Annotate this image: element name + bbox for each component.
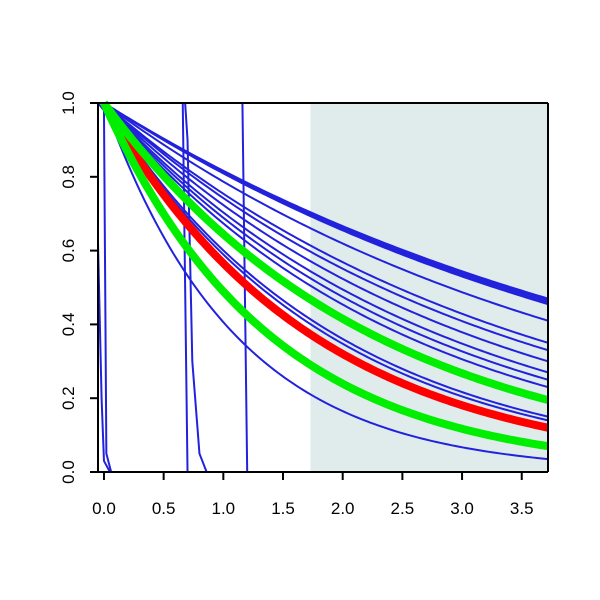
- y-tick-label: 1.0: [59, 91, 78, 115]
- series-line-blue-4: [103, 102, 549, 322]
- y-tick-label: 0.2: [59, 386, 78, 410]
- series-line-blue-14: [103, 102, 549, 461]
- x-tick-label: 2.0: [331, 499, 355, 518]
- series-line-red-20: [100, 101, 549, 432]
- series-line-blue-8: [103, 102, 549, 374]
- series-line-blue-5: [103, 102, 549, 344]
- y-tick-label: 0.8: [59, 165, 78, 189]
- x-tick-label: 3.0: [450, 499, 474, 518]
- series-line-blue-10: [103, 102, 549, 389]
- x-tick-label: 0.5: [152, 499, 176, 518]
- y-tick-label: 0.6: [59, 239, 78, 263]
- series-line-blue-7: [103, 102, 549, 363]
- series-line-blue-12: [103, 102, 549, 418]
- series-line-green-22: [100, 101, 549, 451]
- x-tick-label: 0.0: [92, 499, 116, 518]
- series-line-blue-13: [103, 102, 549, 422]
- series-line-green-21: [100, 100, 550, 404]
- series-line-blue-3: [103, 102, 549, 306]
- x-tick-label: 1.5: [271, 499, 295, 518]
- x-tick-label: 2.5: [391, 499, 415, 518]
- y-tick-label: 0.4: [59, 313, 78, 337]
- y-tick-label: 0.0: [59, 460, 78, 484]
- x-tick-label: 1.0: [212, 499, 236, 518]
- x-tick-label: 3.5: [510, 499, 534, 518]
- series-line-blue-9: [103, 102, 549, 381]
- series-line-blue-6: [103, 102, 549, 352]
